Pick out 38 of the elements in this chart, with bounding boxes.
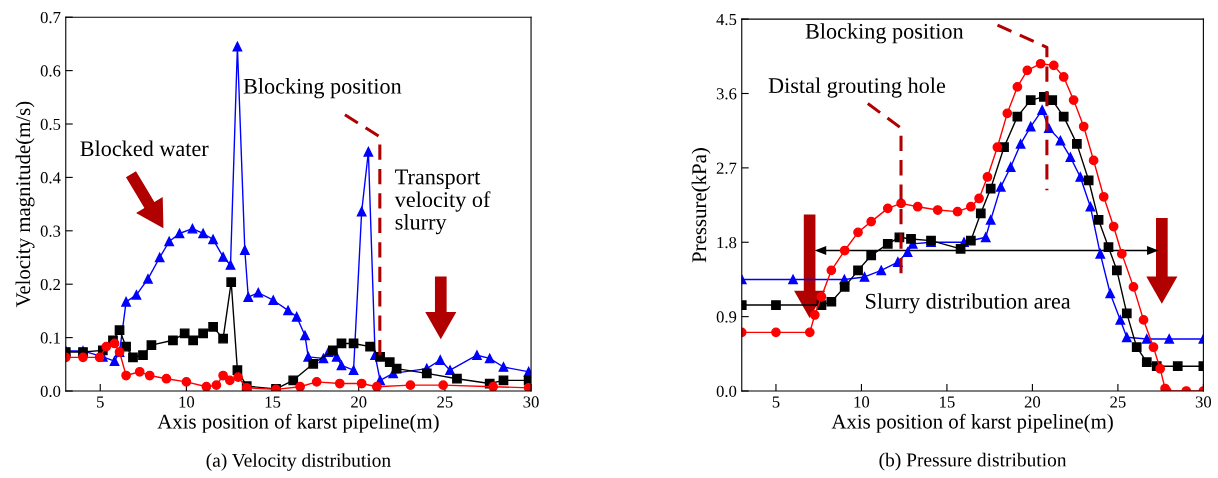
y-tick-label: 0.0 (40, 385, 61, 398)
annotation: Blocking position (243, 78, 402, 99)
x-tick-label: 30 (523, 396, 539, 408)
annotation: Blocked water (80, 140, 209, 157)
y-tick-label: 3.6 (716, 88, 737, 100)
x-tick-label: 30 (1195, 396, 1212, 408)
y-tick-label: 0.9 (716, 311, 737, 323)
x-axis-title: Axis position of karst pipeline(m) (831, 413, 1113, 433)
annotation: Transport velocity of slurry (394, 169, 491, 235)
y-tick-label: 2.7 (716, 162, 737, 174)
x-tick-label: 15 (265, 396, 281, 408)
y-tick-label: 0.3 (40, 225, 61, 237)
x-tick-label: 25 (1110, 396, 1126, 408)
text: (a) Velocity distribution (206, 453, 391, 471)
y-tick-label: 0.4 (40, 172, 61, 184)
annotation: Blocking position (805, 23, 964, 44)
x-axis-title: Axis position of karst pipeline(m) (157, 413, 439, 433)
y-axis-title: Pressure(kPa) (691, 148, 711, 263)
y-tick-label: 0.1 (40, 332, 60, 344)
annotation: Distal grouting hole (768, 77, 946, 98)
x-tick-label: 5 (772, 396, 780, 408)
y-axis-title: Velocity magnitude(m/s) (15, 101, 35, 308)
y-tick-label: 4.5 (716, 13, 737, 26)
x-tick-label: 25 (437, 396, 453, 408)
x-tick-label: 10 (179, 396, 195, 408)
y-tick-label: 1.8 (717, 236, 737, 249)
y-tick-label: 0.5 (40, 118, 61, 131)
y-tick-label: 0.0 (716, 385, 737, 398)
text: (b) Pressure distribution (879, 452, 1067, 471)
y-tick-label: 0.2 (40, 278, 60, 291)
x-tick-label: 10 (854, 396, 870, 408)
x-tick-label: 20 (351, 396, 367, 408)
x-tick-label: 5 (97, 396, 104, 408)
y-tick-label: 0.6 (40, 65, 61, 77)
y-tick-label: 0.7 (40, 11, 61, 24)
x-tick-label: 20 (1024, 396, 1041, 408)
annotation: Slurry distribution area (866, 293, 1071, 314)
x-tick-label: 15 (940, 396, 955, 408)
